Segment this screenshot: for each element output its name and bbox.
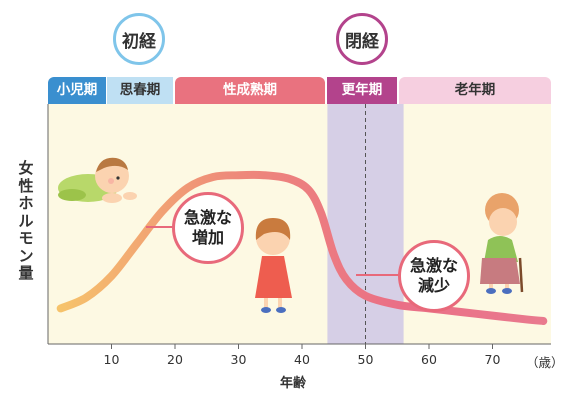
y-axis-label-char: ル: [18, 211, 34, 230]
hormone-curve: [56, 170, 548, 325]
y-axis-label-char: ホ: [18, 194, 34, 212]
stage-menopause: 更年期: [327, 77, 397, 104]
elderly-woman-illustration: [480, 193, 524, 294]
increase-callout-line2: 増加: [191, 228, 224, 247]
x-tick-label: 70: [484, 352, 501, 367]
plot-background: [48, 104, 551, 344]
stage-reproductive: 性成熟期: [175, 77, 325, 104]
x-tick-label: 10: [103, 352, 120, 367]
y-axis-label-char: 性: [18, 176, 34, 195]
stage-senescence: 老年期: [399, 77, 551, 104]
girl-illustration: [255, 218, 292, 313]
menarche-marker: 初経: [113, 13, 165, 65]
x-axis-label: 年齢: [280, 376, 307, 391]
y-axis-label-char: ン: [18, 246, 34, 265]
baby-illustration: [58, 157, 137, 203]
stage-puberty: 思春期: [107, 77, 173, 104]
increase-callout: 急激な 増加: [172, 192, 244, 264]
decrease-callout: 急激な 減少: [398, 240, 470, 312]
x-unit-label: （歳）: [526, 355, 564, 370]
x-tick-label: 60: [421, 352, 437, 367]
y-axis-label-char: 量: [18, 264, 34, 282]
x-tick-label: 30: [230, 352, 247, 367]
x-tick-label: 20: [167, 352, 183, 367]
x-tick-label: 50: [357, 352, 374, 367]
increase-callout-line1: 急激な: [183, 208, 232, 227]
y-axis-label-char: 女: [18, 159, 34, 177]
decrease-callout-line2: 減少: [417, 276, 450, 295]
x-tick-label: 40: [294, 352, 310, 367]
y-axis-label: 女性ホルモン量: [14, 159, 38, 283]
y-axis-label-char: モ: [18, 229, 34, 247]
stage-childhood: 小児期: [48, 77, 106, 104]
decrease-callout-line1: 急激な: [409, 256, 458, 275]
menopause-marker: 閉経: [336, 13, 388, 65]
